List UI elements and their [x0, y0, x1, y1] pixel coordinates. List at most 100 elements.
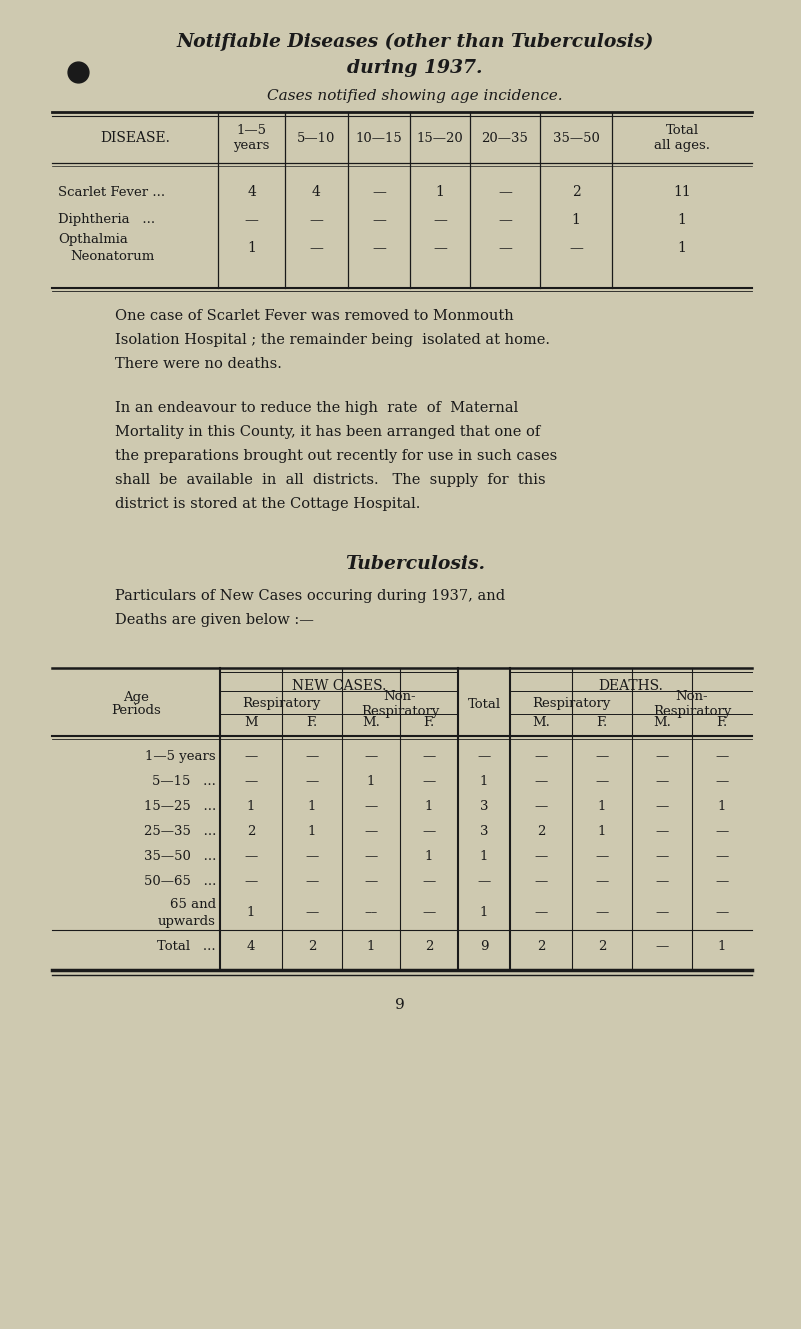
Text: Respiratory: Respiratory: [360, 704, 439, 718]
Text: —: —: [309, 241, 324, 255]
Text: —: —: [534, 750, 548, 763]
Text: 1: 1: [425, 851, 433, 863]
Text: 4: 4: [312, 185, 321, 199]
Text: —: —: [244, 851, 258, 863]
Text: —: —: [595, 851, 609, 863]
Text: 1: 1: [598, 825, 606, 839]
Text: —: —: [498, 241, 512, 255]
Text: Non-: Non-: [676, 691, 708, 703]
Text: F.: F.: [306, 715, 318, 728]
Text: 9: 9: [395, 998, 405, 1011]
Text: There were no deaths.: There were no deaths.: [115, 358, 282, 371]
Text: 1: 1: [247, 241, 256, 255]
Text: 5—10: 5—10: [297, 132, 336, 145]
Text: —: —: [534, 874, 548, 888]
Text: —: —: [534, 775, 548, 788]
Text: —: —: [305, 874, 319, 888]
Text: Age: Age: [123, 691, 149, 703]
Text: 1—5 years: 1—5 years: [145, 750, 216, 763]
Text: 1: 1: [247, 800, 256, 813]
Text: —: —: [477, 874, 491, 888]
Text: Scarlet Fever ...: Scarlet Fever ...: [58, 186, 165, 198]
Text: 20—35: 20—35: [481, 132, 529, 145]
Text: 2: 2: [247, 825, 256, 839]
Text: —: —: [534, 906, 548, 920]
Text: —: —: [422, 825, 436, 839]
Text: —: —: [244, 874, 258, 888]
Text: Deaths are given below :—: Deaths are given below :—: [115, 613, 314, 627]
Text: all ages.: all ages.: [654, 140, 710, 153]
Text: 1: 1: [425, 800, 433, 813]
Text: 10—15: 10—15: [356, 132, 402, 145]
Text: 9: 9: [480, 941, 489, 953]
Text: 25—35   ...: 25—35 ...: [143, 825, 216, 839]
Text: DISEASE.: DISEASE.: [100, 132, 170, 145]
Text: —: —: [595, 874, 609, 888]
Text: 1: 1: [480, 906, 488, 920]
Text: —: —: [595, 906, 609, 920]
Text: 1: 1: [718, 941, 727, 953]
Text: —: —: [715, 851, 729, 863]
Text: 2: 2: [598, 941, 606, 953]
Text: —: —: [715, 906, 729, 920]
Text: Notifiable Diseases (other than Tuberculosis): Notifiable Diseases (other than Tubercul…: [176, 33, 654, 51]
Text: 1: 1: [367, 941, 375, 953]
Text: —: —: [372, 241, 386, 255]
Text: 1: 1: [247, 906, 256, 920]
Text: DEATHS.: DEATHS.: [598, 679, 663, 692]
Text: Isolation Hospital ; the remainder being  isolated at home.: Isolation Hospital ; the remainder being…: [115, 334, 550, 347]
Text: Total   ...: Total ...: [157, 941, 216, 953]
Text: —: —: [364, 825, 377, 839]
Text: M: M: [244, 715, 258, 728]
Text: Particulars of New Cases occuring during 1937, and: Particulars of New Cases occuring during…: [115, 589, 505, 603]
Text: the preparations brought out recently for use in such cases: the preparations brought out recently fo…: [115, 449, 557, 462]
Text: —: —: [715, 750, 729, 763]
Text: —: —: [305, 775, 319, 788]
Text: —: —: [422, 750, 436, 763]
Text: —: —: [655, 851, 669, 863]
Text: years: years: [233, 140, 270, 153]
Text: 1: 1: [480, 851, 488, 863]
Text: —: —: [372, 213, 386, 227]
Text: 2: 2: [308, 941, 316, 953]
Text: Opthalmia: Opthalmia: [58, 234, 128, 246]
Text: —: —: [309, 213, 324, 227]
Text: 15—20: 15—20: [417, 132, 463, 145]
Text: Mortality in this County, it has been arranged that one of: Mortality in this County, it has been ar…: [115, 425, 540, 439]
Text: Diphtheria   ...: Diphtheria ...: [58, 214, 155, 226]
Text: F.: F.: [716, 715, 727, 728]
Text: —: —: [498, 213, 512, 227]
Text: —: —: [372, 185, 386, 199]
Text: —: —: [569, 241, 583, 255]
Text: 5—15   ...: 5—15 ...: [152, 775, 216, 788]
Text: 3: 3: [480, 825, 489, 839]
Text: —: —: [244, 775, 258, 788]
Text: —: —: [244, 750, 258, 763]
Text: —: —: [422, 874, 436, 888]
Text: F.: F.: [424, 715, 435, 728]
Text: 1: 1: [572, 213, 581, 227]
Text: 2: 2: [572, 185, 581, 199]
Text: Periods: Periods: [111, 704, 161, 718]
Text: 2: 2: [537, 825, 545, 839]
Text: —: —: [655, 775, 669, 788]
Text: 1: 1: [480, 775, 488, 788]
Text: 2: 2: [537, 941, 545, 953]
Text: Respiratory: Respiratory: [532, 698, 610, 711]
Text: 1: 1: [308, 800, 316, 813]
Text: 1: 1: [678, 213, 686, 227]
Text: Cases notified showing age incidence.: Cases notified showing age incidence.: [268, 89, 563, 104]
Text: —: —: [433, 241, 447, 255]
Text: 2: 2: [425, 941, 433, 953]
Text: 1: 1: [678, 241, 686, 255]
Text: —: —: [433, 213, 447, 227]
Text: —: —: [498, 185, 512, 199]
Text: —: —: [364, 750, 377, 763]
Text: —: —: [715, 775, 729, 788]
Text: 1: 1: [718, 800, 727, 813]
Text: Total: Total: [468, 698, 501, 711]
Text: Respiratory: Respiratory: [653, 704, 731, 718]
Text: 1: 1: [598, 800, 606, 813]
Text: —: —: [715, 874, 729, 888]
Text: Neonatorum: Neonatorum: [70, 250, 155, 263]
